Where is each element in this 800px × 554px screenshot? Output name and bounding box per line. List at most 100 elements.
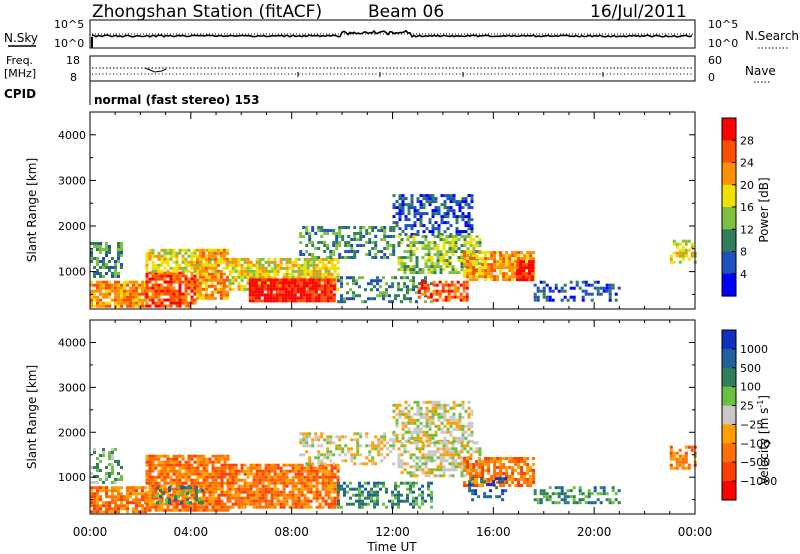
heatmap-cell-power [499, 251, 503, 255]
heatmap-cell-power [379, 294, 382, 298]
heatmap-cell-power [465, 280, 469, 284]
heatmap-cell-velocity [315, 466, 319, 470]
heatmap-cell-velocity [425, 409, 429, 413]
heatmap-cell-velocity [413, 427, 417, 431]
heatmap-cell-velocity [117, 478, 120, 481]
heatmap-cell-velocity [99, 489, 102, 493]
heatmap-cell-velocity [336, 469, 340, 473]
heatmap-cell-velocity [255, 463, 259, 467]
heatmap-cell-velocity [317, 453, 321, 457]
heatmap-cell-velocity [141, 504, 144, 508]
heatmap-cell-power [451, 271, 455, 275]
heatmap-cell-power [195, 254, 199, 258]
heatmap-cell-velocity [166, 454, 170, 458]
heatmap-cell-velocity [332, 441, 336, 445]
heatmap-cell-power [201, 296, 205, 300]
heatmap-cell-velocity [264, 493, 268, 497]
heatmap-cell-velocity [157, 463, 161, 467]
heatmap-cell-power [293, 293, 297, 297]
heatmap-cell-velocity [172, 478, 176, 482]
heatmap-cell-power [493, 257, 497, 261]
heatmap-cell-power [453, 289, 457, 293]
heatmap-cell-velocity [349, 487, 352, 491]
heatmap-cell-power [105, 304, 108, 308]
heatmap-cell-power [288, 272, 292, 276]
heatmap-cell-velocity [157, 460, 161, 464]
heatmap-cell-velocity [93, 498, 96, 502]
heatmap-cell-velocity [246, 502, 250, 506]
heatmap-cell-power [409, 235, 413, 239]
heatmap-cell-velocity [502, 457, 506, 460]
heatmap-cell-velocity [443, 403, 447, 407]
heatmap-cell-velocity [183, 489, 186, 493]
heatmap-cell-power [417, 289, 421, 293]
heatmap-cell-velocity [394, 487, 397, 491]
heatmap-cell-velocity [279, 478, 283, 482]
heatmap-cell-power [225, 278, 229, 282]
heatmap-cell-velocity [581, 498, 585, 502]
noise-sky-line [91, 29, 693, 38]
heatmap-cell-power [123, 301, 126, 305]
heatmap-cell-velocity [234, 478, 238, 482]
heatmap-cell-power [463, 241, 467, 245]
heatmap-cell-power [105, 251, 108, 254]
heatmap-cell-velocity [471, 489, 475, 493]
heatmap-cell-velocity [415, 456, 419, 460]
heatmap-cell-power [231, 287, 235, 291]
heatmap-cell-velocity [461, 433, 465, 437]
heatmap-cell-power [281, 284, 285, 288]
heatmap-cell-power [308, 290, 312, 294]
heatmap-cell-power [389, 226, 393, 229]
heatmap-cell-power [219, 272, 223, 276]
heatmap-cell-power [246, 272, 250, 276]
heatmap-cell-power [525, 278, 528, 282]
heatmap-cell-velocity [436, 468, 440, 472]
heatmap-cell-power [448, 247, 452, 251]
heatmap-cell-power [545, 295, 549, 299]
time-tick-label: 00:00 [73, 525, 108, 539]
heatmap-cell-power [460, 259, 464, 263]
heatmap-cell-power [469, 266, 473, 270]
heatmap-cell-power [272, 281, 276, 285]
heatmap-cell-power [401, 197, 405, 201]
heatmap-cell-power [300, 272, 304, 276]
heatmap-cell-velocity [196, 454, 200, 458]
heatmap-cell-power [368, 253, 372, 256]
heatmap-cell-power [484, 257, 488, 261]
heatmap-cell-velocity [223, 481, 227, 485]
heatmap-cell-velocity [190, 505, 194, 509]
heatmap-cell-velocity [181, 505, 185, 509]
heatmap-cell-velocity [404, 421, 408, 425]
heatmap-cell-power [490, 278, 494, 282]
heatmap-cell-power [314, 247, 318, 250]
heatmap-cell-power [329, 278, 333, 282]
heatmap-cell-velocity [428, 433, 432, 437]
heatmap-cell-velocity [187, 454, 191, 458]
heatmap-cell-power [516, 278, 519, 282]
heatmap-cell-power [678, 248, 682, 252]
heatmap-cell-power [525, 266, 528, 270]
heatmap-cell-power [99, 272, 102, 275]
heatmap-cell-velocity [317, 435, 321, 439]
heatmap-cell-power [572, 298, 576, 302]
heatmap-cell-velocity [529, 481, 533, 484]
heatmap-cell-velocity [129, 486, 132, 490]
heatmap-cell-velocity [361, 490, 364, 494]
heatmap-cell-velocity [353, 453, 357, 457]
heatmap-cell-velocity [234, 481, 238, 485]
heatmap-cell-velocity [318, 481, 322, 485]
heatmap-cell-power [478, 241, 482, 245]
heatmap-cell-power [163, 304, 167, 308]
heatmap-cell-power [437, 206, 441, 210]
heatmap-cell-power [154, 286, 158, 290]
heatmap-cell-power [496, 251, 500, 255]
heatmap-cell-velocity [174, 498, 177, 502]
heatmap-cell-power [330, 263, 334, 267]
heatmap-cell-velocity [350, 453, 354, 457]
heatmap-cell-power [337, 300, 340, 304]
heatmap-cell-power [297, 269, 301, 273]
heatmap-cell-velocity [190, 463, 194, 467]
heatmap-cell-velocity [466, 469, 470, 472]
heatmap-cell-velocity [458, 412, 462, 416]
heatmap-cell-velocity [231, 481, 235, 485]
